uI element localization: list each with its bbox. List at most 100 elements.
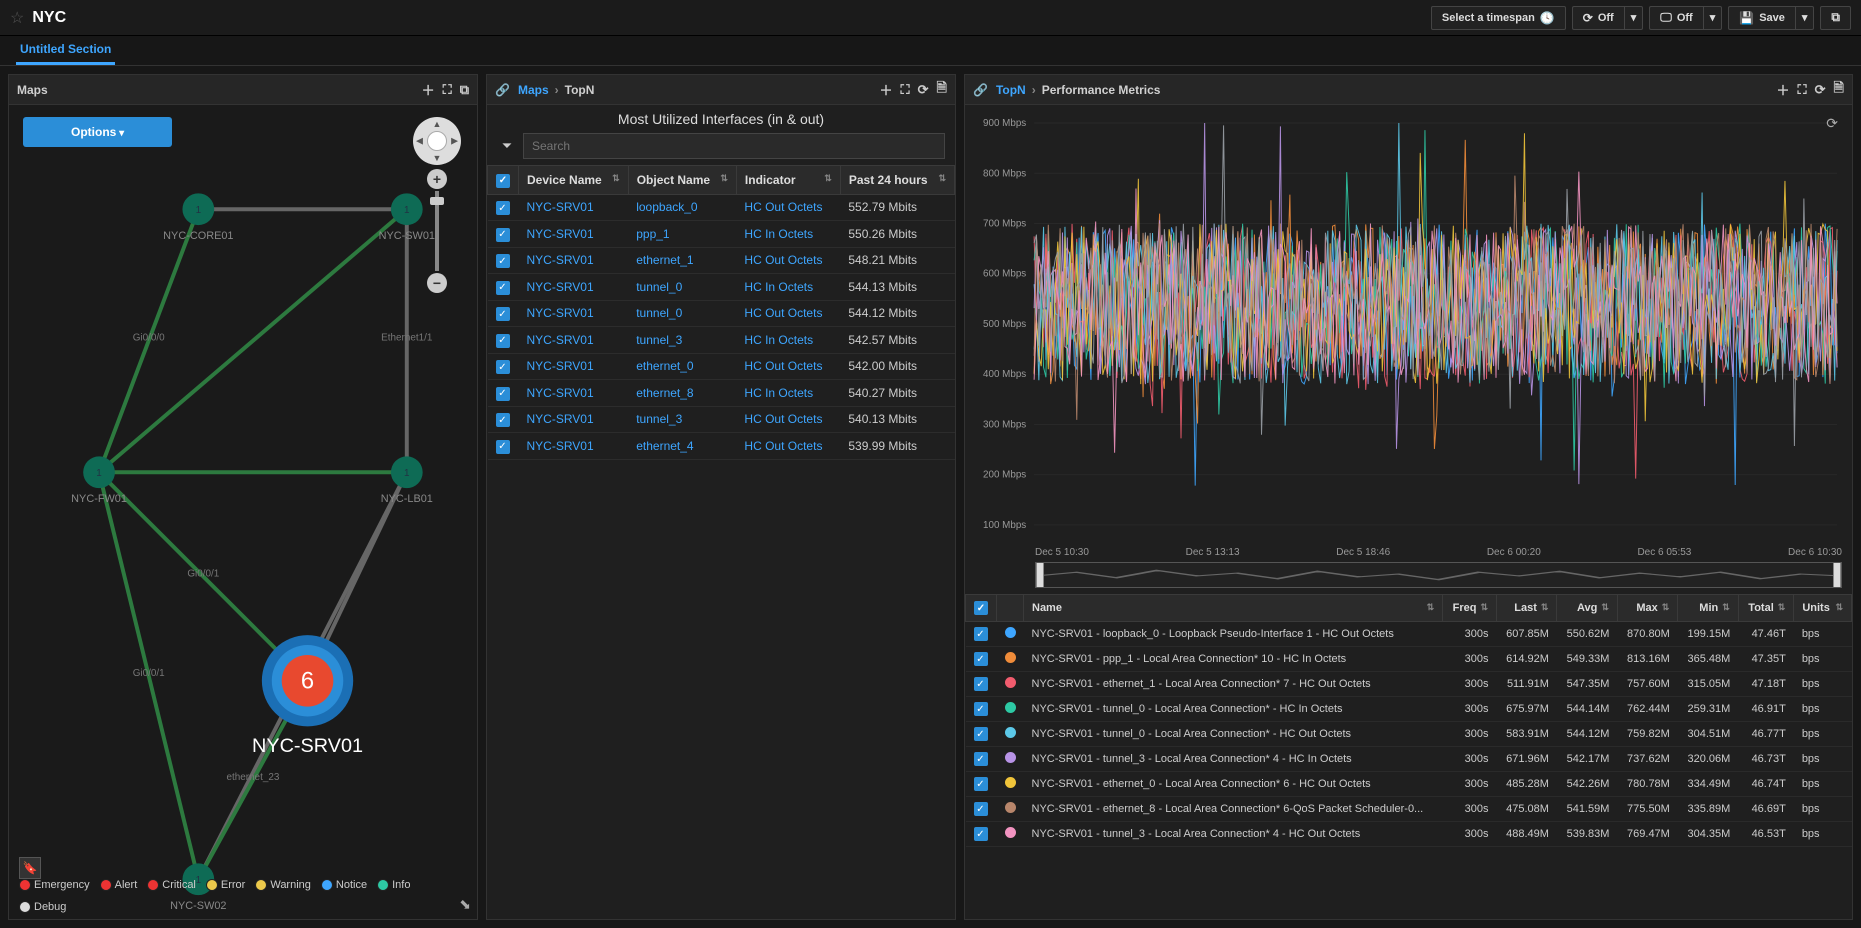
checkbox[interactable]: ✓ (496, 413, 510, 427)
col-indicator[interactable]: Indicator⇅ (736, 166, 840, 195)
cell-device[interactable]: NYC-SRV01 (519, 380, 629, 407)
map-options-button[interactable]: Options (23, 117, 172, 147)
checkbox[interactable]: ✓ (974, 727, 988, 741)
timespan-button[interactable]: Select a timespan🕓 (1431, 6, 1566, 30)
table-row[interactable]: ✓ NYC-SRV01 - tunnel_0 - Local Area Conn… (966, 722, 1852, 747)
cell-device[interactable]: NYC-SRV01 (519, 406, 629, 433)
table-row[interactable]: ✓ NYC-SRV01 - ethernet_1 - Local Area Co… (966, 672, 1852, 697)
panel-refresh-icon[interactable]: ⟳ (918, 82, 929, 98)
checkbox[interactable]: ✓ (496, 228, 510, 242)
table-row[interactable]: ✓ NYC-SRV01 ethernet_4 HC Out Octets 539… (488, 433, 955, 460)
panel-add-icon[interactable]: ＋ (422, 80, 435, 99)
cell-device[interactable]: NYC-SRV01 (519, 433, 629, 460)
cell-object[interactable]: ethernet_1 (628, 247, 736, 274)
checkbox[interactable]: ✓ (974, 777, 988, 791)
favorite-star-icon[interactable]: ☆ (10, 8, 24, 28)
cell-device[interactable]: NYC-SRV01 (519, 274, 629, 301)
cell-indicator[interactable]: HC Out Octets (736, 406, 840, 433)
chart-refresh-icon[interactable]: ⟳ (1826, 115, 1838, 132)
cell-object[interactable]: loopback_0 (628, 194, 736, 221)
panel-add-icon[interactable]: ＋ (1777, 80, 1790, 99)
cell-object[interactable]: tunnel_0 (628, 300, 736, 327)
topn-search-input[interactable] (523, 133, 945, 159)
cell-object[interactable]: ethernet_8 (628, 380, 736, 407)
checkbox[interactable]: ✓ (496, 360, 510, 374)
cell-object[interactable]: ppp_1 (628, 221, 736, 248)
panel-export-icon[interactable]: 🗎 (937, 79, 947, 101)
checkbox-all[interactable]: ✓ (496, 174, 510, 188)
checkbox[interactable]: ✓ (974, 652, 988, 666)
checkbox[interactable]: ✓ (496, 387, 510, 401)
checkbox[interactable]: ✓ (496, 307, 510, 321)
checkbox[interactable]: ✓ (974, 752, 988, 766)
zoom-out-button[interactable]: − (427, 273, 447, 293)
col-total[interactable]: Total⇅ (1738, 595, 1794, 622)
panel-add-icon[interactable]: ＋ (880, 80, 893, 99)
tab-untitled-section[interactable]: Untitled Section (16, 36, 115, 65)
col-avg[interactable]: Avg⇅ (1557, 595, 1617, 622)
scrub-handle-right[interactable] (1833, 562, 1841, 588)
col-device-name[interactable]: Device Name⇅ (519, 166, 629, 195)
cell-indicator[interactable]: HC Out Octets (736, 247, 840, 274)
autorefresh-2-button[interactable]: 🖵Off (1649, 6, 1702, 30)
breadcrumb-maps[interactable]: Maps (518, 83, 549, 97)
cell-indicator[interactable]: HC In Octets (736, 274, 840, 301)
cell-indicator[interactable]: HC In Octets (736, 380, 840, 407)
cell-indicator[interactable]: HC In Octets (736, 221, 840, 248)
cell-indicator[interactable]: HC Out Octets (736, 300, 840, 327)
popout-button[interactable]: ⧉ (1820, 6, 1851, 30)
table-row[interactable]: ✓ NYC-SRV01 - tunnel_3 - Local Area Conn… (966, 747, 1852, 772)
time-scrubber[interactable] (1035, 562, 1842, 588)
table-row[interactable]: ✓ NYC-SRV01 ethernet_1 HC Out Octets 548… (488, 247, 955, 274)
col-min[interactable]: Min⇅ (1678, 595, 1738, 622)
cell-indicator[interactable]: HC In Octets (736, 327, 840, 354)
col-object-name[interactable]: Object Name⇅ (628, 166, 736, 195)
table-row[interactable]: ✓ NYC-SRV01 - tunnel_3 - Local Area Conn… (966, 822, 1852, 847)
table-row[interactable]: ✓ NYC-SRV01 ethernet_0 HC Out Octets 542… (488, 353, 955, 380)
table-row[interactable]: ✓ NYC-SRV01 loopback_0 HC Out Octets 552… (488, 194, 955, 221)
checkbox[interactable]: ✓ (974, 677, 988, 691)
checkbox[interactable]: ✓ (974, 627, 988, 641)
checkbox[interactable]: ✓ (496, 334, 510, 348)
checkbox[interactable]: ✓ (496, 201, 510, 215)
table-row[interactable]: ✓ NYC-SRV01 ethernet_8 HC In Octets 540.… (488, 380, 955, 407)
table-row[interactable]: ✓ NYC-SRV01 tunnel_0 HC Out Octets 544.1… (488, 300, 955, 327)
cell-object[interactable]: ethernet_0 (628, 353, 736, 380)
cell-object[interactable]: ethernet_4 (628, 433, 736, 460)
table-row[interactable]: ✓ NYC-SRV01 - ethernet_8 - Local Area Co… (966, 797, 1852, 822)
cell-device[interactable]: NYC-SRV01 (519, 353, 629, 380)
zoom-slider[interactable] (435, 191, 439, 271)
cell-device[interactable]: NYC-SRV01 (519, 247, 629, 274)
table-row[interactable]: ✓ NYC-SRV01 - ethernet_0 - Local Area Co… (966, 772, 1852, 797)
map-expand-arrow-icon[interactable]: ⬊ (459, 896, 471, 913)
breadcrumb-topn[interactable]: TopN (996, 83, 1026, 97)
checkbox[interactable]: ✓ (974, 702, 988, 716)
checkbox[interactable]: ✓ (496, 281, 510, 295)
panel-expand-icon[interactable]: ⛶ (901, 82, 910, 98)
checkbox[interactable]: ✓ (974, 802, 988, 816)
checkbox-all[interactable]: ✓ (974, 601, 988, 615)
col-freq[interactable]: Freq⇅ (1443, 595, 1497, 622)
autorefresh-2-caret[interactable]: ▾ (1703, 6, 1723, 30)
zoom-in-button[interactable]: + (427, 169, 447, 189)
panel-refresh-icon[interactable]: ⟳ (1815, 82, 1826, 98)
panel-export-icon[interactable]: 🗎 (1834, 79, 1844, 101)
table-row[interactable]: ✓ NYC-SRV01 tunnel_0 HC In Octets 544.13… (488, 274, 955, 301)
table-row[interactable]: ✓ NYC-SRV01 - tunnel_0 - Local Area Conn… (966, 697, 1852, 722)
cell-device[interactable]: NYC-SRV01 (519, 221, 629, 248)
table-row[interactable]: ✓ NYC-SRV01 tunnel_3 HC In Octets 542.57… (488, 327, 955, 354)
autorefresh-1-caret[interactable]: ▾ (1624, 6, 1644, 30)
save-button[interactable]: 💾Save (1728, 6, 1795, 30)
cell-object[interactable]: tunnel_0 (628, 274, 736, 301)
panel-expand-icon[interactable]: ⛶ (1798, 82, 1807, 98)
checkbox[interactable]: ✓ (496, 254, 510, 268)
cell-device[interactable]: NYC-SRV01 (519, 327, 629, 354)
cell-object[interactable]: tunnel_3 (628, 406, 736, 433)
col-name[interactable]: Name⇅ (1024, 595, 1443, 622)
col-last[interactable]: Last⇅ (1496, 595, 1556, 622)
filter-icon[interactable]: ⏷ (497, 138, 517, 154)
table-row[interactable]: ✓ NYC-SRV01 - ppp_1 - Local Area Connect… (966, 647, 1852, 672)
table-row[interactable]: ✓ NYC-SRV01 - loopback_0 - Loopback Pseu… (966, 622, 1852, 647)
cell-object[interactable]: tunnel_3 (628, 327, 736, 354)
bookmark-button[interactable]: 🔖 (19, 857, 41, 879)
